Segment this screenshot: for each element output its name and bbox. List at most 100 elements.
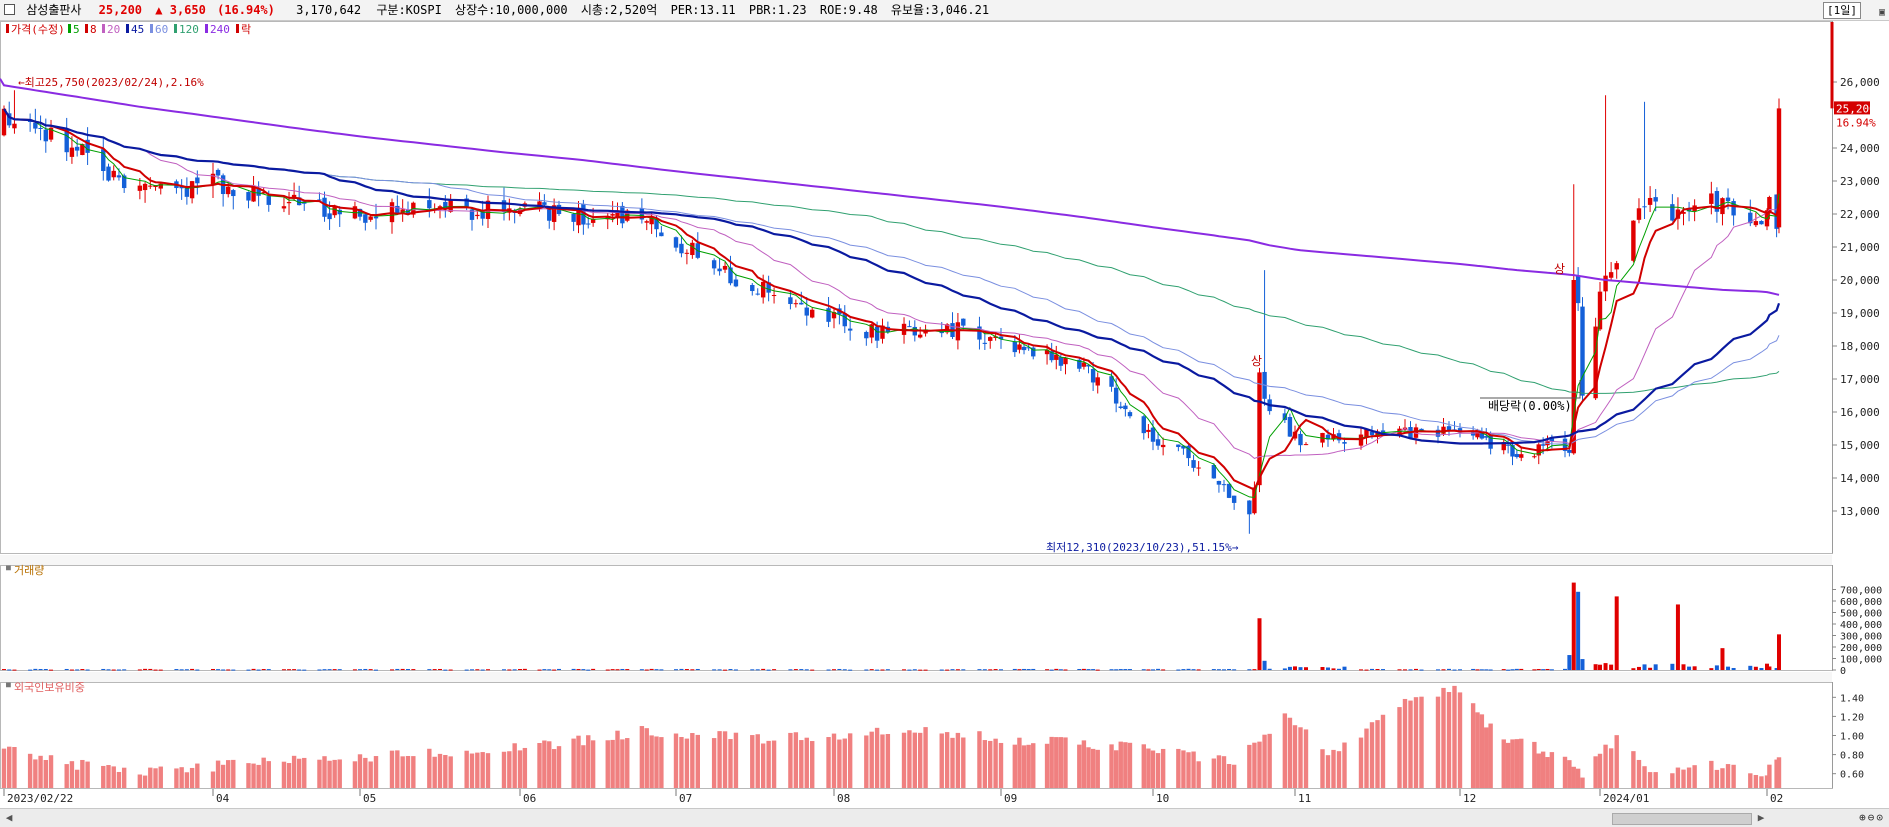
- volume-bar: [875, 669, 880, 671]
- candle-body: [106, 166, 111, 181]
- foreign-bar: [210, 771, 216, 788]
- foreign-bar: [332, 759, 337, 788]
- foreign-bar: [610, 739, 615, 788]
- foreign-bar: [1675, 767, 1681, 788]
- scroll-right-icon[interactable]: ▶: [1757, 811, 1765, 824]
- panel-close-icon[interactable]: ▣: [1878, 7, 1885, 18]
- scroll-left-icon[interactable]: ◀: [5, 811, 13, 824]
- zoom-tools[interactable]: ⊕⊖⊙: [1859, 809, 1885, 827]
- candle-body: [1505, 444, 1511, 446]
- candle-body: [1580, 306, 1585, 396]
- date-axis-label: 2023/02/22: [7, 792, 73, 805]
- foreign-bar: [1247, 744, 1252, 788]
- chart-area: 26,000 24,000 23,000 22,000 21,000 20,000 19,0…: [0, 21, 1882, 805]
- candle-body: [38, 127, 43, 129]
- candle-body: [799, 302, 804, 305]
- select-checkbox[interactable]: [4, 4, 15, 15]
- volume-bar: [1726, 666, 1731, 670]
- foreign-bar: [1714, 769, 1720, 788]
- foreign-bar: [1287, 717, 1293, 788]
- foreign-bar: [961, 737, 966, 788]
- current-pct-tag: 16.94%: [1836, 116, 1876, 129]
- horizontal-scrollbar[interactable]: ◀ ▶ ⊕⊖⊙: [0, 808, 1889, 827]
- foreign-bar: [837, 739, 842, 788]
- volume-bar: [1123, 669, 1128, 671]
- zoom-reset-icon[interactable]: ⊙: [1876, 811, 1885, 824]
- scroll-thumb[interactable]: [1612, 813, 1752, 825]
- volume-bar: [591, 668, 596, 670]
- candles-group: [1, 90, 1782, 534]
- volume-bar: [1232, 669, 1237, 671]
- volume-bar: [605, 669, 610, 671]
- zoom-out-icon[interactable]: ⊖: [1867, 811, 1877, 824]
- foreign-bar: [464, 750, 469, 788]
- volume-bar: [1095, 669, 1100, 671]
- volume-bar: [1636, 666, 1641, 670]
- volume-bar: [761, 668, 766, 670]
- foreign-panel-title: 외국인보유비중: [14, 681, 85, 694]
- candle-body: [1231, 495, 1237, 503]
- volume-bar: [148, 668, 153, 670]
- candle-body: [1753, 221, 1759, 226]
- per-value: PER:13.11: [670, 3, 736, 17]
- stock-name[interactable]: 삼성출판사: [26, 3, 82, 17]
- candle-body: [717, 268, 722, 272]
- volume-bar: [1267, 668, 1272, 670]
- volume-bar: [571, 668, 576, 670]
- date-axis-label: 08: [837, 792, 850, 805]
- foreign-bar: [121, 767, 127, 788]
- candle-body: [576, 207, 581, 226]
- volume-bar: [261, 669, 266, 671]
- volume-bar: [804, 669, 809, 671]
- volume-bar: [848, 669, 853, 671]
- foreign-bar: [291, 755, 297, 788]
- volume-bar: [610, 669, 615, 671]
- volume-bar: [1186, 668, 1191, 670]
- volume-bar: [158, 669, 163, 671]
- low-annotation: 최저12,310(2023/10/23),51.15%→: [1046, 541, 1239, 554]
- volume-bar: [1364, 669, 1369, 671]
- foreign-bar: [1593, 756, 1598, 788]
- foreign-bar: [1670, 773, 1675, 788]
- zoom-in-icon[interactable]: ⊕: [1859, 811, 1868, 824]
- candle-body: [590, 218, 596, 223]
- candle-body: [1086, 364, 1091, 367]
- volume-bar: [406, 669, 410, 671]
- ma-120-line: [3, 108, 1780, 395]
- candle-body: [1375, 431, 1380, 437]
- foreign-bar: [1397, 707, 1402, 788]
- volume-bar: [522, 668, 527, 670]
- candle-body: [137, 185, 143, 191]
- high-annotation: ←최고25,750(2023/02/24),2.16%: [18, 76, 204, 89]
- volume-bar: [1022, 668, 1027, 670]
- period-button[interactable]: [1일]: [1823, 2, 1861, 19]
- volume-bar: [1222, 669, 1226, 671]
- candle-body: [210, 173, 216, 185]
- candle-body: [1090, 369, 1096, 383]
- foreign-bar: [542, 740, 547, 788]
- candle-body: [760, 281, 766, 298]
- candle-body: [1479, 431, 1485, 439]
- foreign-bar: [1452, 685, 1457, 788]
- foreign-bar: [432, 756, 437, 788]
- foreign-bar: [352, 761, 358, 788]
- date-axis-label: 11: [1298, 792, 1311, 805]
- candle-body: [1155, 439, 1161, 446]
- foreign-bar: [1049, 736, 1054, 788]
- volume-axis-label: 400,000: [1840, 620, 1882, 631]
- volume-total: 3,170,642: [296, 3, 362, 17]
- candle-body: [373, 216, 379, 219]
- price-axis-label: 24,000: [1840, 142, 1880, 155]
- volume-bar: [332, 669, 337, 671]
- foreign-bar: [1419, 696, 1424, 788]
- foreign-bar: [993, 738, 998, 788]
- volume-bar: [1381, 669, 1385, 671]
- candle-body: [673, 237, 679, 248]
- candle-body: [332, 206, 337, 216]
- foreign-bar: [1369, 722, 1375, 788]
- candle-body: [547, 208, 552, 221]
- foreign-bar: [179, 767, 184, 788]
- foreign-bar: [722, 731, 728, 788]
- volume-bar: [1054, 668, 1059, 670]
- foreign-bar: [1186, 752, 1191, 788]
